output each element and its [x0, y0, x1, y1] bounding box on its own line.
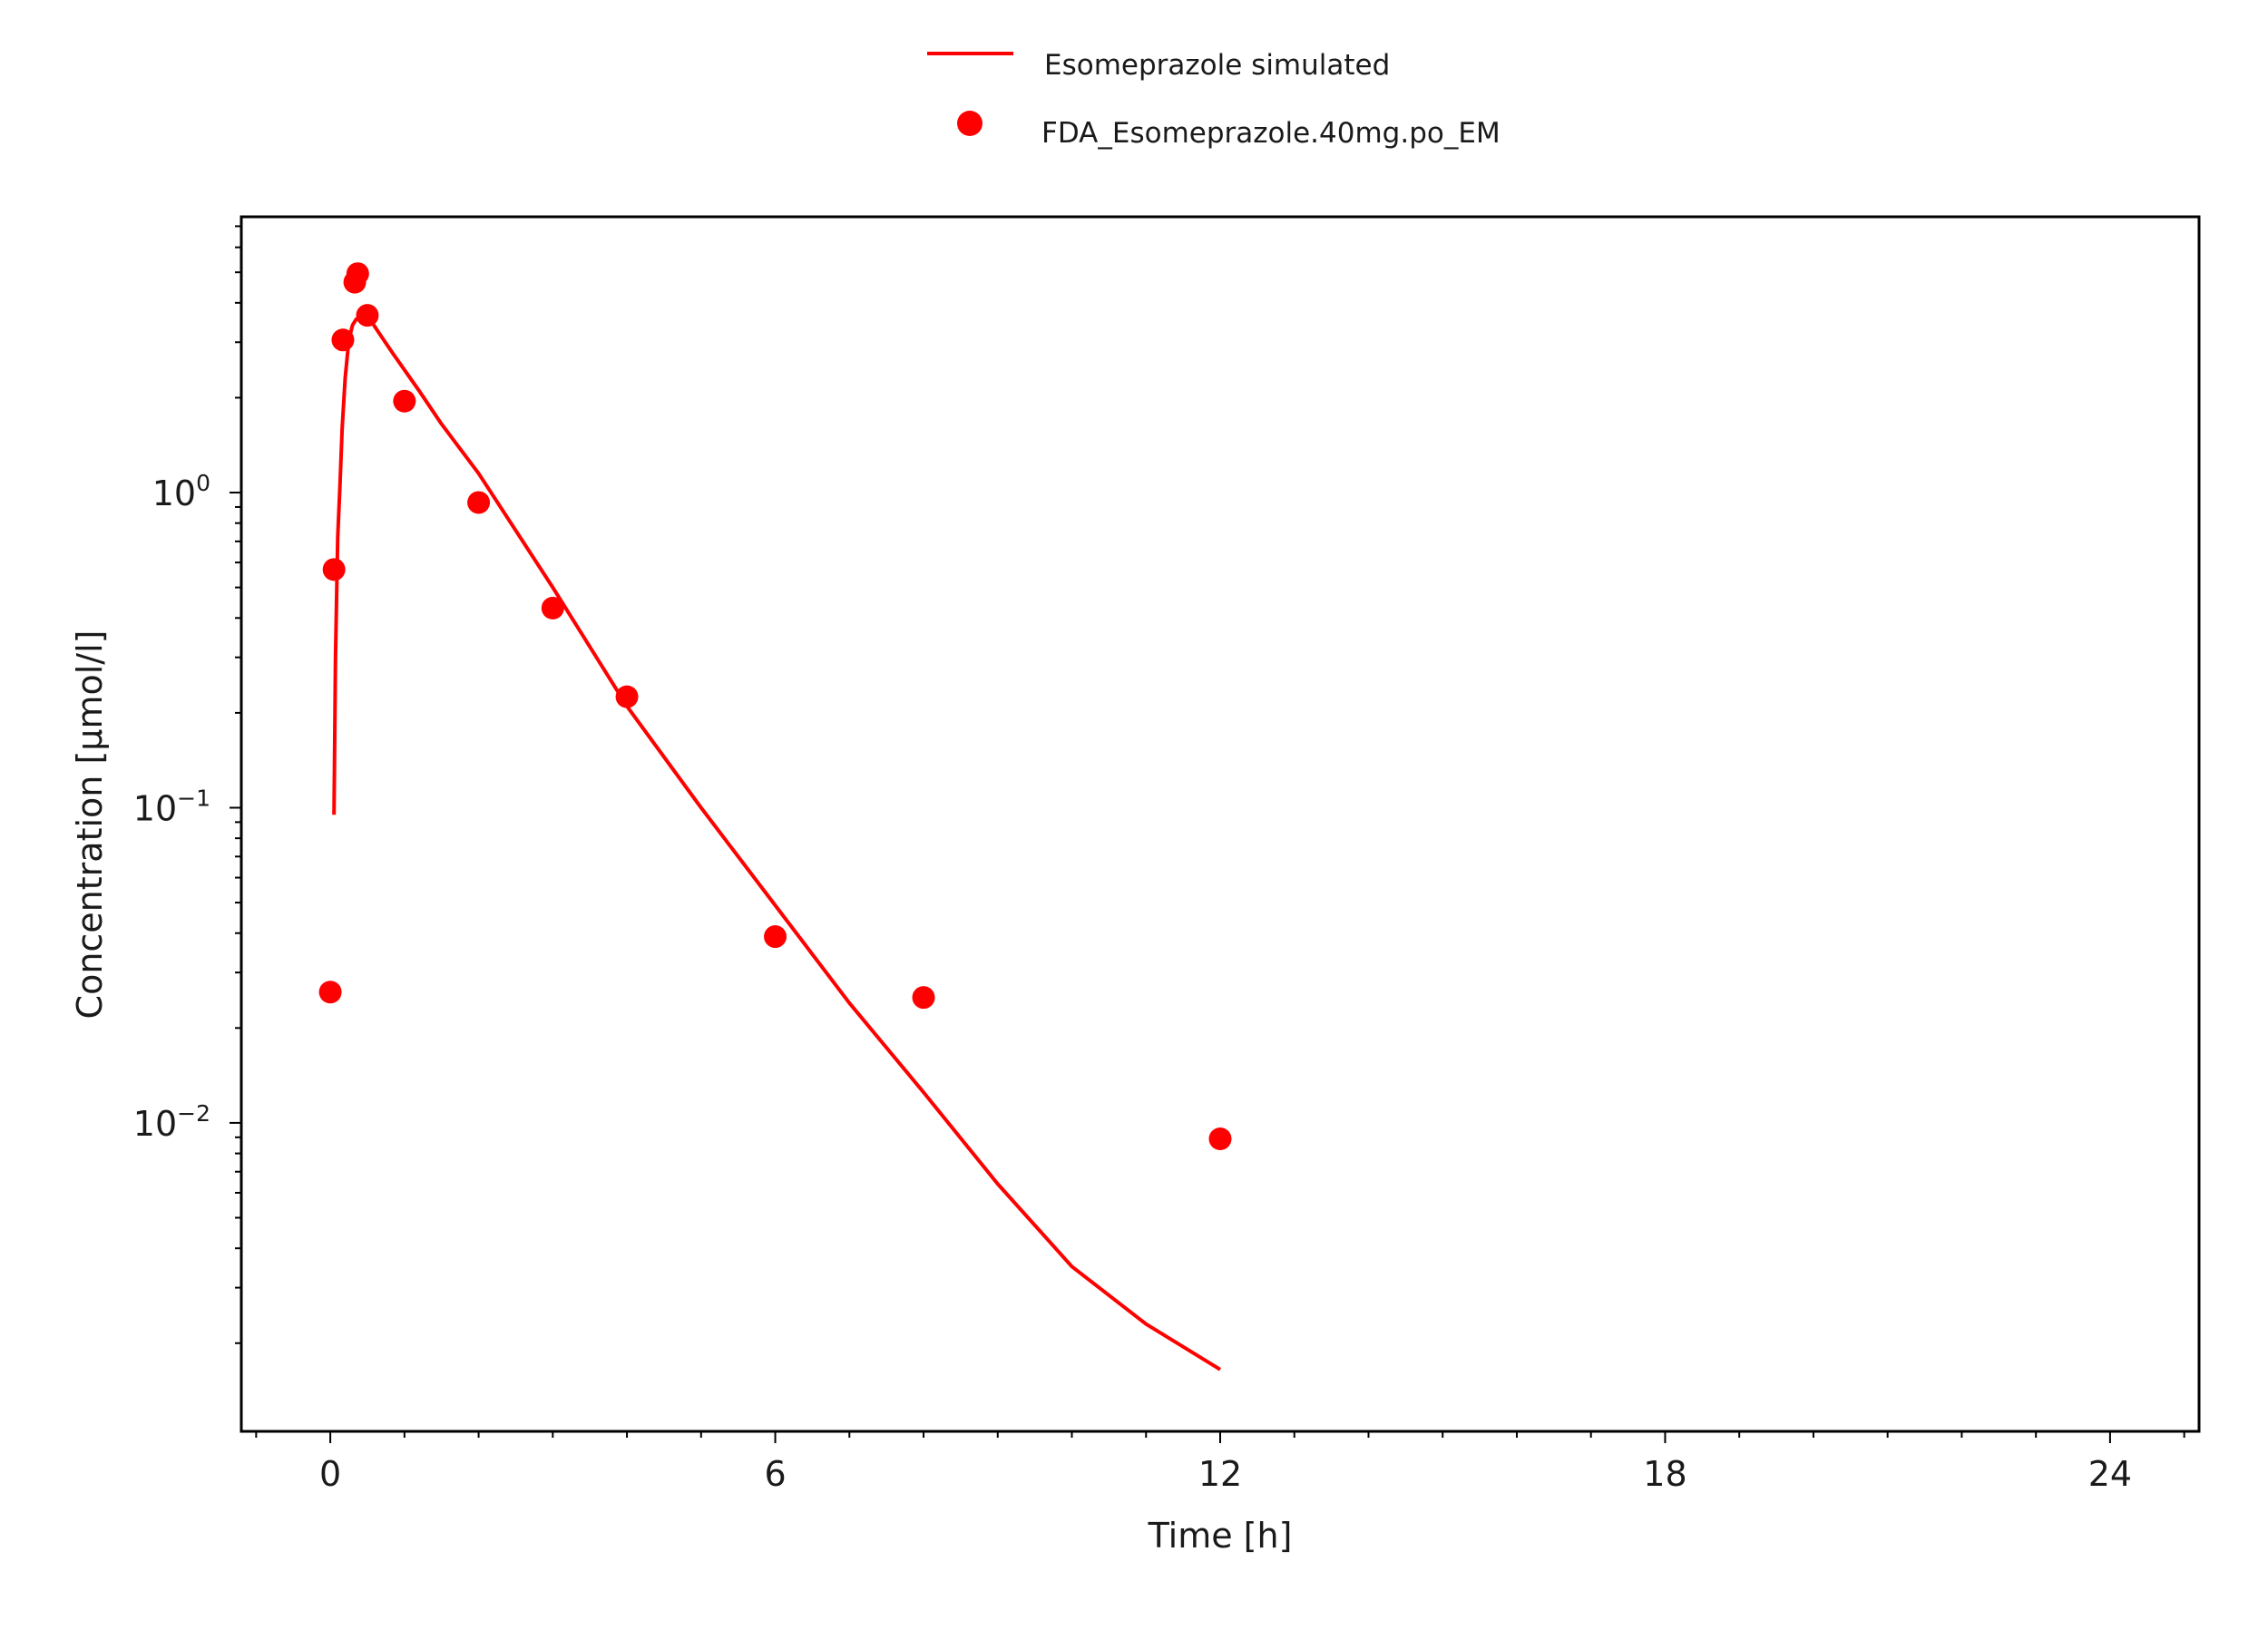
y-tick-label: 100 — [152, 470, 210, 513]
observed-data-point — [1208, 1127, 1232, 1151]
x-axis-label: Time [h] — [1148, 1516, 1293, 1556]
simulated-line — [332, 313, 1222, 1371]
legend-label-observed: FDA_Esomeprazole.40mg.po_EM — [1041, 117, 1501, 150]
legend: Esomeprazole simulated FDA_Esomeprazole.… — [927, 49, 1501, 150]
observed-data-point — [615, 685, 639, 708]
observed-data-point — [356, 304, 379, 327]
observed-data-point — [318, 981, 342, 1004]
observed-data-point — [346, 262, 369, 286]
observed-data-point — [322, 558, 346, 581]
x-tick-label: 18 — [1643, 1454, 1686, 1494]
x-axis: 0 6 12 18 24 — [255, 1431, 2185, 1494]
observed-data-point — [912, 986, 935, 1010]
observed-data-point — [393, 389, 416, 413]
x-tick-label: 0 — [319, 1454, 341, 1494]
y-axis-label: Concentration [µmol/l] — [70, 630, 110, 1020]
plot-frame — [240, 215, 2201, 1433]
y-axis: 100 10−1 10−2 — [133, 225, 241, 1344]
y-tick-label: 10−1 — [133, 785, 210, 828]
observed-data-point — [467, 491, 491, 514]
legend-label-simulated: Esomeprazole simulated — [1044, 49, 1390, 82]
observed-data-point — [541, 596, 564, 620]
observed-data-point — [331, 328, 355, 352]
x-tick-label: 24 — [2088, 1454, 2132, 1494]
plot-area — [318, 262, 1232, 1371]
y-tick-label: 10−2 — [133, 1100, 210, 1144]
x-tick-label: 12 — [1198, 1454, 1242, 1494]
x-tick-label: 6 — [764, 1454, 786, 1494]
observed-data-point — [764, 925, 787, 949]
legend-marker-swatch — [957, 111, 982, 136]
